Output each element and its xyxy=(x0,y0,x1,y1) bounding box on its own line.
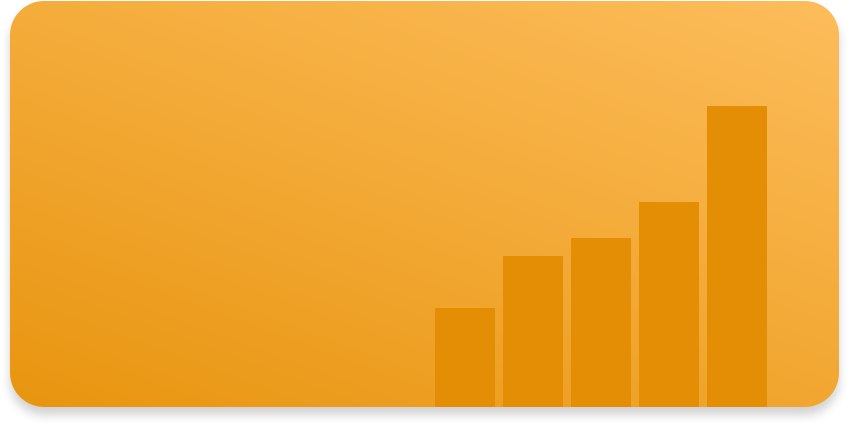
bar-5 xyxy=(707,106,767,407)
bar-4 xyxy=(639,202,699,407)
bar-3 xyxy=(571,238,631,407)
card-gradient-background xyxy=(10,1,839,407)
bar-1 xyxy=(435,308,495,407)
bar-2 xyxy=(503,256,563,407)
decorative-card xyxy=(10,1,839,407)
bar-chart-graphic xyxy=(10,1,839,407)
